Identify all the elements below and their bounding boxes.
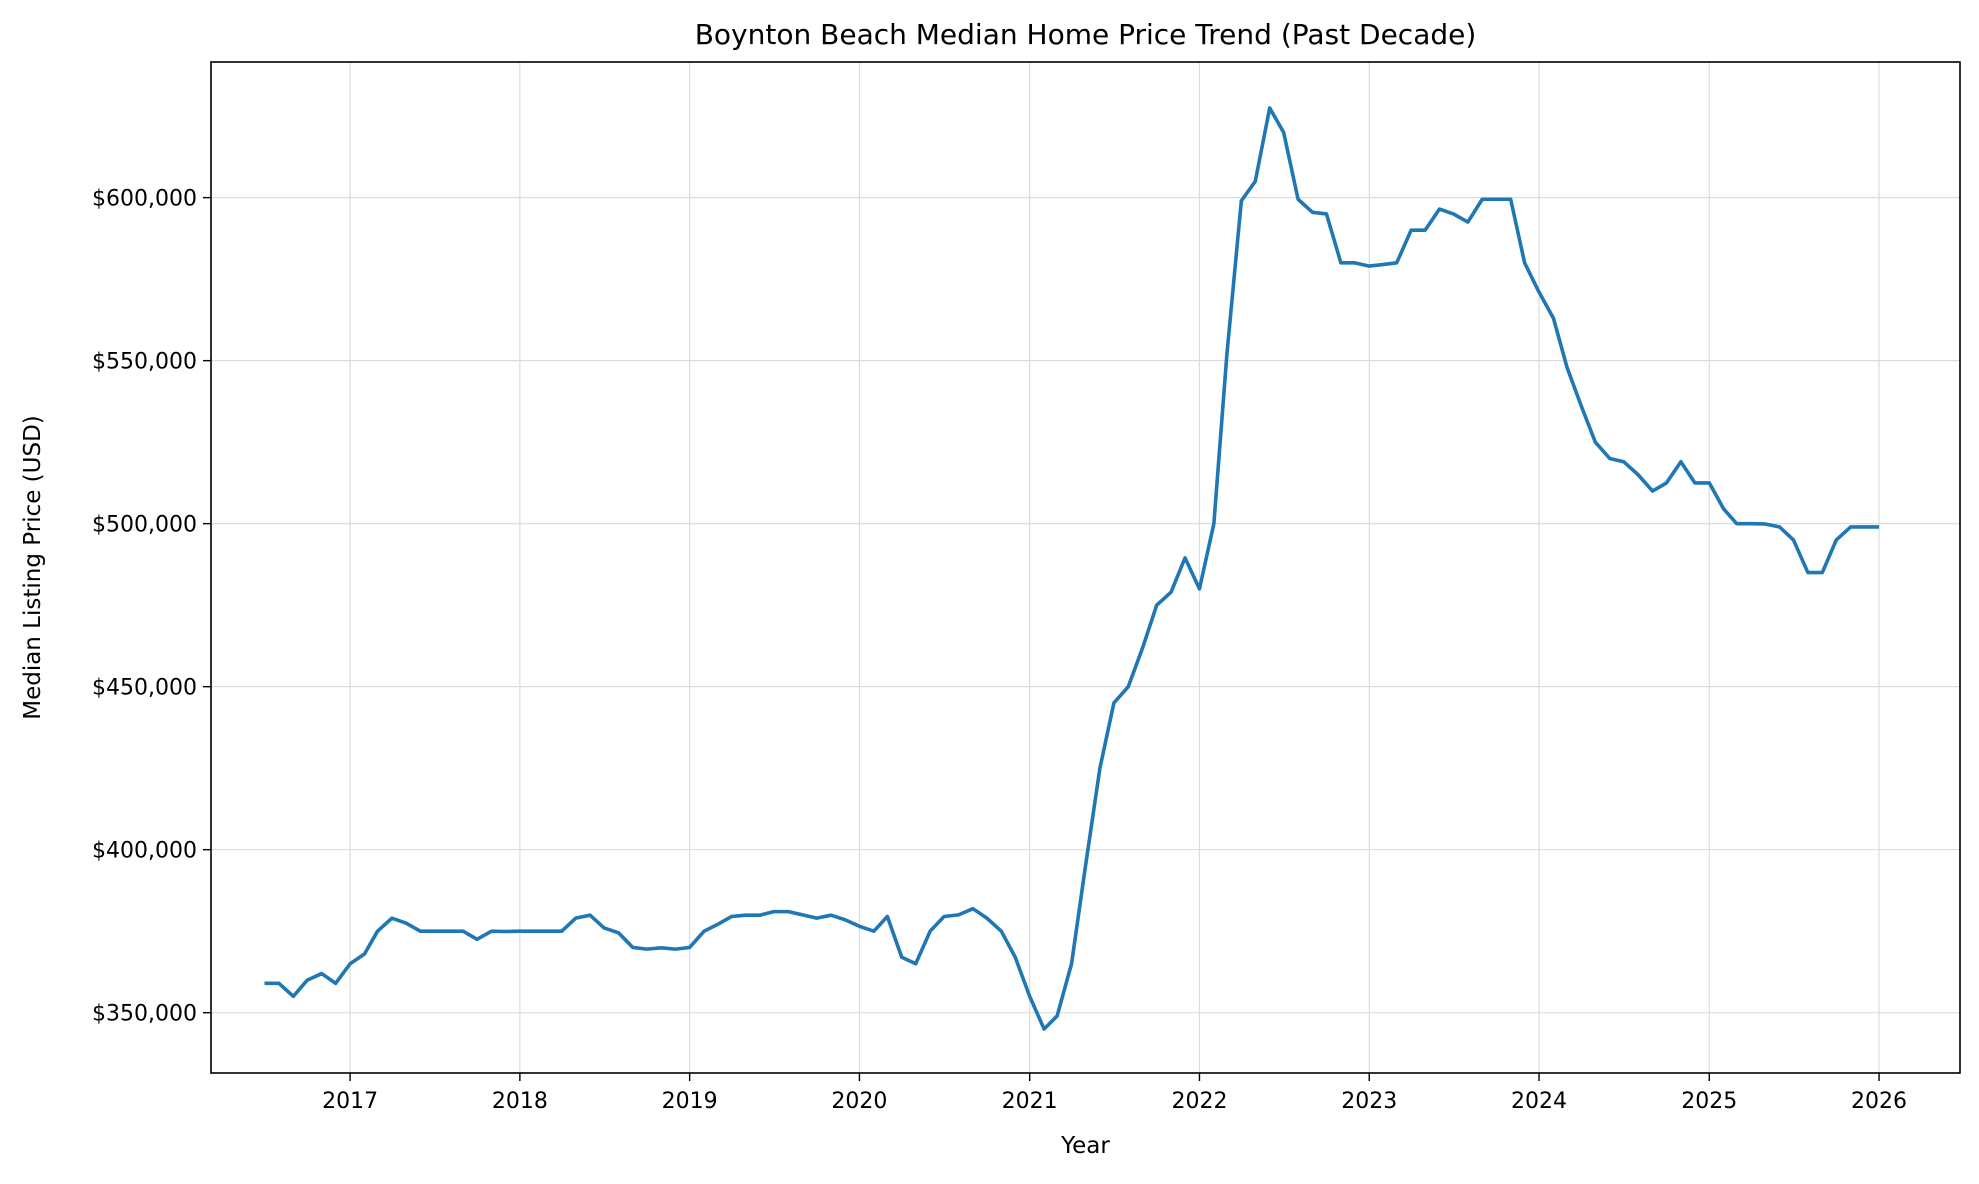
- x-tick-label: 2022: [1171, 1089, 1227, 1114]
- y-axis-label: Median Listing Price (USD): [20, 415, 46, 720]
- x-tick-label: 2021: [1002, 1089, 1058, 1114]
- y-tick-label: $350,000: [92, 1002, 197, 1027]
- axis-ticks: 2017 2018 2019 2020 2021 2022 2023 2024 2025 2026…: [92, 187, 1907, 1114]
- x-tick-label: 2025: [1681, 1089, 1737, 1114]
- x-tick-label: 2019: [662, 1089, 718, 1114]
- x-tick-label: 2024: [1511, 1089, 1567, 1114]
- y-tick-label: $500,000: [92, 513, 197, 538]
- series-layer: [264, 106, 1880, 1031]
- y-tick-label: $400,000: [92, 839, 197, 864]
- x-tick-label: 2018: [492, 1089, 548, 1114]
- x-axis-label: Year: [1060, 1133, 1110, 1159]
- x-tick-label: 2026: [1851, 1089, 1907, 1114]
- y-tick-label: $600,000: [92, 187, 197, 212]
- grid-lines: [211, 62, 1960, 1073]
- y-tick-label: $550,000: [92, 350, 197, 375]
- chart-title: Boynton Beach Median Home Price Trend (P…: [695, 18, 1477, 51]
- y-tick-label: $450,000: [92, 676, 197, 701]
- x-tick-label: 2023: [1341, 1089, 1397, 1114]
- x-tick-label: 2020: [831, 1089, 887, 1114]
- price-series-line: [264, 106, 1880, 1031]
- plot-area-frame: [210, 61, 1961, 1074]
- x-tick-label: 2017: [322, 1089, 378, 1114]
